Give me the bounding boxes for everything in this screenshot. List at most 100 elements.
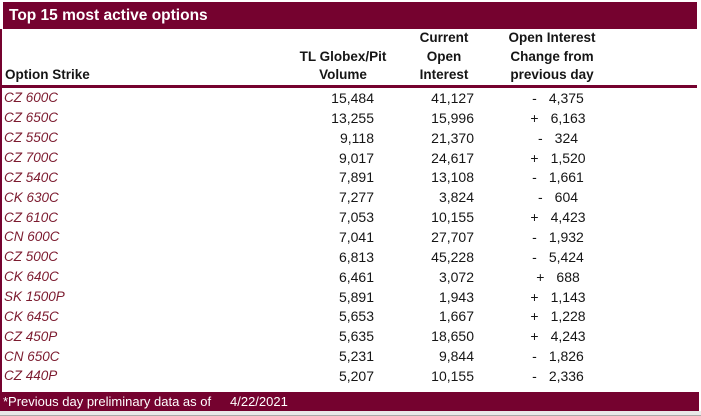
- volume-cell: 7,277: [338, 189, 374, 206]
- option-strike-cell: CZ 550C: [4, 130, 59, 146]
- open-interest-cell: 27,707: [431, 228, 474, 245]
- change-sign: +: [530, 308, 539, 325]
- option-strike-cell: CN 650C: [4, 348, 60, 364]
- table-row: CZ 550C 9,118 21,370 - 324: [0, 128, 701, 148]
- option-strike-cell: CK 645C: [4, 308, 59, 324]
- open-interest-cell: 15,996: [431, 109, 474, 126]
- table-row: CZ 700C 9,017 24,617 + 1,520: [0, 148, 701, 168]
- table-body: CZ 600C 15,484 41,127 - 4,375 CZ 650C 13…: [0, 88, 701, 386]
- change-value: 4,375: [548, 89, 584, 106]
- change-value: 4,423: [550, 209, 586, 226]
- change-cell: - 1,932: [488, 229, 628, 245]
- option-strike-cell: SK 1500P: [4, 289, 65, 305]
- table-row: CK 630C 7,277 3,824 - 604: [0, 187, 701, 207]
- open-interest-cell: 18,650: [431, 328, 474, 345]
- option-strike-cell: CZ 450P: [4, 328, 58, 344]
- volume-cell: 5,207: [338, 367, 374, 384]
- change-cell: + 6,163: [488, 110, 628, 126]
- header-line-1: Current Open Interest: [0, 29, 701, 48]
- change-cell: + 4,243: [488, 328, 628, 344]
- footer-date: 4/22/2021: [230, 394, 288, 409]
- open-interest-cell: 3,824: [438, 189, 474, 206]
- volume-cell: 9,118: [340, 129, 374, 146]
- open-interest-cell: 10,155: [431, 209, 474, 226]
- change-cell: + 1,520: [488, 150, 628, 166]
- change-value: 6,163: [550, 109, 586, 126]
- change-value: 4,243: [550, 328, 586, 345]
- volume-cell: 7,041: [338, 228, 374, 245]
- open-interest-cell: 24,617: [431, 149, 474, 166]
- open-interest-cell: 1,667: [438, 308, 474, 325]
- table-row: CZ 600C 15,484 41,127 - 4,375: [0, 88, 701, 108]
- table-header: Current Open Interest TL Globex/Pit Open…: [0, 29, 701, 85]
- change-sign: -: [532, 367, 537, 384]
- header-volume-1: TL Globex/Pit: [299, 48, 387, 64]
- change-sign: +: [530, 149, 539, 166]
- option-strike-cell: CZ 610C: [4, 209, 59, 225]
- change-value: 5,424: [548, 248, 584, 265]
- change-cell: + 688: [488, 269, 628, 285]
- open-interest-cell: 3,072: [438, 268, 474, 285]
- change-sign: -: [532, 169, 537, 186]
- header-current-oi-3: Interest: [419, 67, 469, 83]
- change-sign: +: [536, 268, 545, 285]
- open-interest-cell: 10,155: [431, 367, 474, 384]
- table-row: CZ 450P 5,635 18,650 + 4,243: [0, 326, 701, 346]
- change-sign: -: [532, 348, 537, 365]
- change-sign: -: [532, 248, 537, 265]
- change-value: 1,143: [550, 288, 586, 305]
- footer-note: *Previous day preliminary data as of: [3, 394, 212, 409]
- open-interest-cell: 41,127: [431, 89, 474, 106]
- open-interest-cell: 13,108: [431, 169, 474, 186]
- open-interest-cell: 9,844: [438, 348, 474, 365]
- change-cell: - 4,375: [488, 90, 628, 106]
- change-cell: - 2,336: [488, 368, 628, 384]
- option-strike-cell: CZ 700C: [4, 150, 59, 165]
- table-row: CK 645C 5,653 1,667 + 1,228: [0, 306, 701, 326]
- volume-cell: 7,891: [338, 169, 374, 186]
- volume-cell: 13,255: [331, 109, 374, 126]
- table-row: CZ 610C 7,053 10,155 + 4,423: [0, 207, 701, 227]
- table-row: CZ 540C 7,891 13,108 - 1,661: [0, 167, 701, 187]
- header-change-3: previous day: [510, 67, 594, 83]
- table-row: SK 1500P 5,891 1,943 + 1,143: [0, 287, 701, 307]
- header-current-oi-1: Current: [419, 30, 469, 45]
- header-current-oi-2: Open: [426, 48, 462, 64]
- volume-cell: 6,461: [338, 268, 374, 285]
- change-cell: + 4,423: [488, 209, 628, 225]
- open-interest-cell: 1,943: [438, 288, 474, 305]
- bottom-edge-strip: [0, 411, 701, 416]
- change-value: 1,932: [548, 228, 584, 245]
- header-volume-2: Volume: [319, 67, 367, 83]
- table-row: CZ 440P 5,207 10,155 - 2,336: [0, 366, 701, 386]
- header-line-2: TL Globex/Pit Open Change from: [0, 48, 701, 67]
- option-strike-cell: CN 600C: [4, 229, 60, 245]
- volume-cell: 7,053: [338, 209, 374, 226]
- table-title: Top 15 most active options: [9, 7, 208, 24]
- volume-cell: 5,891: [338, 288, 374, 305]
- header-line-3: Option Strike Volume Interest previous d…: [0, 66, 701, 85]
- option-strike-cell: CZ 540C: [4, 169, 59, 185]
- change-cell: - 324: [488, 130, 628, 146]
- header-option-strike: Option Strike: [5, 67, 90, 83]
- table-left-border: [0, 29, 2, 392]
- change-sign: +: [530, 328, 539, 345]
- change-cell: - 1,661: [488, 169, 628, 185]
- option-strike-cell: CZ 500C: [4, 249, 59, 265]
- volume-cell: 15,484: [331, 89, 374, 106]
- change-sign: -: [537, 129, 543, 146]
- change-value: 688: [556, 268, 580, 285]
- open-interest-cell: 21,370: [431, 129, 474, 146]
- table-row: CZ 500C 6,813 45,228 - 5,424: [0, 247, 701, 267]
- change-cell: + 1,228: [488, 308, 628, 324]
- change-cell: - 1,826: [488, 348, 628, 364]
- table-row: CN 600C 7,041 27,707 - 1,932: [0, 227, 701, 247]
- volume-cell: 5,635: [338, 328, 374, 345]
- change-sign: +: [530, 288, 539, 305]
- change-cell: - 5,424: [488, 249, 628, 265]
- option-strike-cell: CK 640C: [4, 269, 59, 285]
- volume-cell: 6,813: [338, 248, 374, 265]
- footer-note-bar: *Previous day preliminary data as of 4/2…: [0, 392, 699, 411]
- option-strike-cell: CZ 440P: [4, 368, 58, 384]
